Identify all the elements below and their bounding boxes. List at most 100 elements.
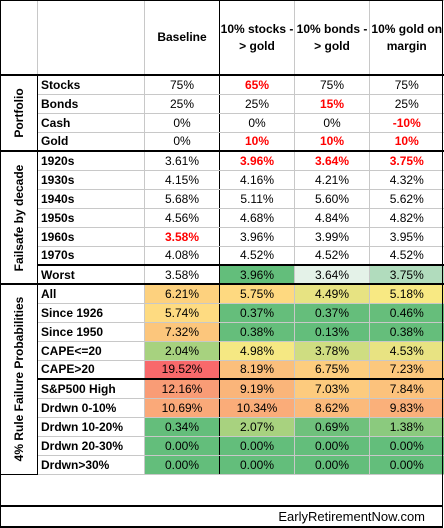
value-cell: 3.96% — [219, 264, 295, 285]
value-cell: 1.38% — [369, 416, 444, 437]
row-label: 1940s — [37, 188, 145, 209]
value-cell: 3.58% — [144, 264, 220, 285]
value-cell: 5.11% — [219, 188, 295, 209]
value-cell: 6.21% — [144, 283, 220, 304]
row-label: 1960s — [37, 226, 145, 247]
value-cell: 19.52% — [144, 359, 220, 380]
header-row: Baseline 10% stocks -> gold 10% bonds ->… — [0, 0, 444, 76]
table-row: Failsafe by decade 1920s 3.61% 3.96% 3.64% 3.… — [0, 150, 444, 285]
value-cell: 5.75% — [219, 283, 295, 304]
value-cell: 25% — [369, 93, 444, 114]
value-cell: 0.00% — [219, 454, 295, 475]
value-cell: -10% — [369, 112, 444, 133]
value-cell: 4.52% — [219, 245, 295, 266]
row-label: S&P500 High — [37, 378, 145, 399]
row-label: All — [37, 283, 145, 304]
column-header: Baseline — [144, 0, 220, 76]
value-cell: 7.32% — [144, 321, 220, 342]
value-cell: 25% — [144, 93, 220, 114]
value-cell: 3.75% — [369, 150, 444, 171]
column-header: 10% stocks -> gold — [219, 0, 295, 76]
value-cell: 0.00% — [294, 454, 370, 475]
table-row: Since 1950 7.32% 0.38% 0.13% 0.38% — [1, 321, 444, 342]
value-cell: 0% — [144, 131, 220, 152]
table-row: Drdwn 10-20% 0.34% 2.07% 0.69% 1.38% — [1, 416, 444, 437]
table-row: Portfolio Stocks 75% 65% 75% 75% — [0, 74, 444, 152]
value-cell: 0% — [144, 112, 220, 133]
value-cell: 3.64% — [294, 150, 370, 171]
section-title: Failsafe by decade — [12, 164, 26, 271]
table-row: Drdwn 0-10% 10.69% 10.34% 8.62% 9.83% — [1, 397, 444, 418]
row-label: 1970s — [37, 245, 145, 266]
value-cell: 9.83% — [369, 397, 444, 418]
value-cell: 7.84% — [369, 378, 444, 399]
value-cell: 4.82% — [369, 207, 444, 228]
row-label: Drdwn 10-20% — [37, 416, 145, 437]
row-label: Bonds — [37, 93, 145, 114]
value-cell: 8.62% — [294, 397, 370, 418]
row-label: Since 1950 — [37, 321, 145, 342]
row-label: 1930s — [37, 169, 145, 190]
value-cell: 3.61% — [144, 150, 220, 171]
table-row: CAPE>20 19.52% 8.19% 6.75% 7.23% — [1, 359, 444, 380]
value-cell: 3.96% — [219, 226, 295, 247]
table-row: Since 1926 5.74% 0.37% 0.37% 0.46% — [1, 302, 444, 323]
value-cell: 0.00% — [369, 435, 444, 456]
table-row: S&P500 High 12.16% 9.19% 7.03% 7.84% — [1, 378, 444, 399]
value-cell: 0.69% — [294, 416, 370, 437]
value-cell: 5.60% — [294, 188, 370, 209]
value-cell: 75% — [369, 74, 444, 95]
row-label: Worst — [37, 264, 145, 285]
table-row: Worst 3.58% 3.96% 3.64% 3.75% — [1, 264, 444, 285]
row-label: Gold — [37, 131, 145, 152]
value-cell: 25% — [219, 93, 295, 114]
value-cell: 0.38% — [369, 321, 444, 342]
row-label: Cash — [37, 112, 145, 133]
value-cell: 10.69% — [144, 397, 220, 418]
value-cell: 15% — [294, 93, 370, 114]
value-cell: 4.32% — [369, 169, 444, 190]
value-cell: 4.52% — [369, 245, 444, 266]
value-cell: 4.16% — [219, 169, 295, 190]
value-cell: 0.00% — [294, 435, 370, 456]
value-cell: 3.96% — [219, 150, 295, 171]
table-row: 4% Rule Failure Probabilities All 6.21% 5.7… — [0, 283, 444, 475]
row-label: Stocks — [37, 74, 145, 95]
value-cell: 0.00% — [144, 435, 220, 456]
footer-credit: EarlyRetirementNow.com — [0, 505, 443, 527]
section-label: Failsafe by decade — [0, 150, 38, 285]
value-cell: 5.74% — [144, 302, 220, 323]
value-cell: 4.53% — [369, 340, 444, 361]
value-cell: 4.84% — [294, 207, 370, 228]
corner-cell — [0, 0, 38, 76]
table-row: Gold 0% 10% 10% 10% — [1, 131, 444, 152]
row-label: CAPE<=20 — [37, 340, 145, 361]
value-cell: 8.19% — [219, 359, 295, 380]
value-cell: 2.07% — [219, 416, 295, 437]
table-row: 1930s 4.15% 4.16% 4.21% 4.32% — [1, 169, 444, 190]
value-cell: 7.03% — [294, 378, 370, 399]
row-label: CAPE>20 — [37, 359, 145, 380]
table-row: Bonds 25% 25% 15% 25% — [1, 93, 444, 114]
value-cell: 5.62% — [369, 188, 444, 209]
value-cell: 4.56% — [144, 207, 220, 228]
table-row: 1940s 5.68% 5.11% 5.60% 5.62% — [1, 188, 444, 209]
value-cell: 75% — [144, 74, 220, 95]
value-cell: 10% — [294, 131, 370, 152]
value-cell: 4.49% — [294, 283, 370, 304]
value-cell: 65% — [219, 74, 295, 95]
value-cell: 3.58% — [144, 226, 220, 247]
section-label: Portfolio — [0, 74, 38, 152]
table-row: CAPE<=20 2.04% 4.98% 3.78% 4.53% — [1, 340, 444, 361]
row-label: 1920s — [37, 150, 145, 171]
table-row: Cash 0% 0% 0% -10% — [1, 112, 444, 133]
value-cell: 0% — [294, 112, 370, 133]
value-cell: 3.99% — [294, 226, 370, 247]
value-cell: 4.52% — [294, 245, 370, 266]
value-cell: 3.64% — [294, 264, 370, 285]
value-cell: 0% — [219, 112, 295, 133]
value-cell: 4.08% — [144, 245, 220, 266]
section-title: 4% Rule Failure Probabilities — [12, 296, 26, 462]
value-cell: 4.15% — [144, 169, 220, 190]
table-row: 1960s 3.58% 3.96% 3.99% 3.95% — [1, 226, 444, 247]
